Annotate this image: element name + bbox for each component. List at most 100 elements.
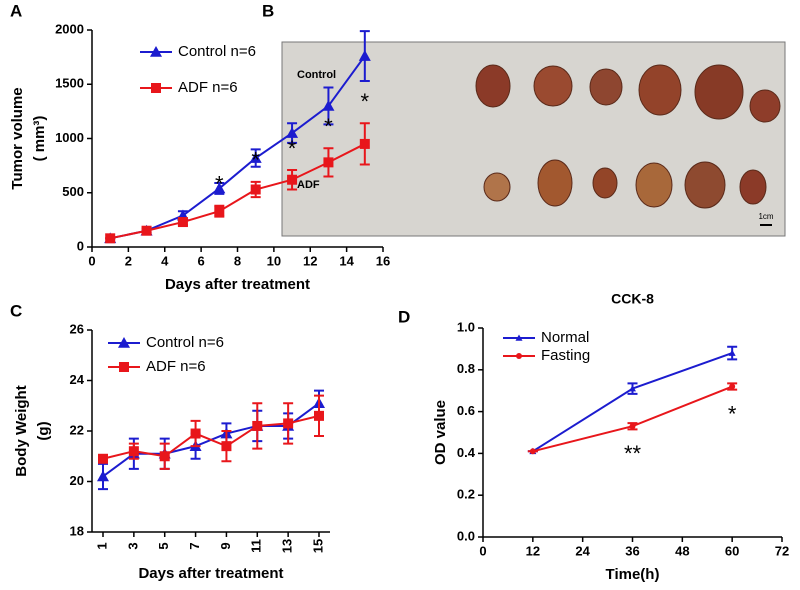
marker <box>529 448 536 455</box>
marker <box>629 423 636 430</box>
legend-label: ADF n=6 <box>178 79 238 96</box>
y-tick-label: 20 <box>70 473 84 488</box>
marker <box>97 470 109 482</box>
y-tick-label: 0.8 <box>457 361 475 376</box>
x-tick-label: 15 <box>310 539 325 553</box>
series-line <box>532 352 733 453</box>
marker <box>515 334 523 341</box>
y-tick-label: 24 <box>70 372 85 387</box>
x-tick-label: 8 <box>234 253 241 268</box>
x-tick-label: 13 <box>280 539 295 553</box>
legend-label: Fasting <box>541 347 590 364</box>
y-tick-label: 1.0 <box>457 319 475 334</box>
significance-label: * <box>361 89 370 114</box>
marker <box>213 182 226 194</box>
y-axis-label: (g) <box>35 421 52 440</box>
x-tick-label: 11 <box>249 539 264 553</box>
panel-letter: A <box>10 1 22 20</box>
marker <box>287 174 298 185</box>
marker <box>629 385 636 392</box>
x-tick-label: 72 <box>775 543 789 558</box>
x-tick-label: 12 <box>526 543 540 558</box>
x-tick-label: 12 <box>303 253 317 268</box>
y-tick-label: 0.4 <box>457 445 476 460</box>
x-tick-label: 1 <box>94 542 109 549</box>
y-tick-label: 0.6 <box>457 403 475 418</box>
y-axis-label: Tumor volume <box>9 87 26 189</box>
y-tick-label: 26 <box>70 321 84 336</box>
marker <box>98 453 108 464</box>
x-tick-label: 4 <box>161 253 169 268</box>
y-tick-label: 22 <box>70 422 84 437</box>
x-tick-label: 24 <box>575 543 590 558</box>
significance-label: ** <box>624 441 642 466</box>
panel-letter: C <box>10 301 22 320</box>
marker <box>214 206 225 217</box>
marker <box>729 383 736 390</box>
y-tick-label: 1500 <box>55 76 84 91</box>
x-tick-label: 14 <box>339 253 354 268</box>
series-line <box>109 55 366 240</box>
y-tick-label: 0.2 <box>457 487 475 502</box>
marker <box>323 157 334 168</box>
panel-letter: B <box>262 1 274 20</box>
x-tick-label: 48 <box>675 543 689 558</box>
x-tick-label: 0 <box>88 253 95 268</box>
marker <box>105 233 116 244</box>
x-tick-label: 16 <box>376 253 390 268</box>
y-tick-label: 500 <box>62 184 84 199</box>
row-label: Control <box>297 69 336 81</box>
panel-letter: D <box>398 307 410 326</box>
legend-label: Normal <box>541 329 589 346</box>
marker <box>119 362 129 372</box>
marker <box>358 50 371 61</box>
legend-label: ADF n=6 <box>146 358 206 375</box>
significance-label: * <box>251 148 260 173</box>
y-tick-label: 0 <box>77 238 84 253</box>
significance-label: * <box>728 401 737 426</box>
significance-label: * <box>215 172 224 197</box>
x-tick-label: 5 <box>156 542 171 549</box>
marker <box>151 83 161 93</box>
marker <box>314 410 324 421</box>
chart-title: CCK-8 <box>611 291 654 307</box>
series-line <box>109 143 366 240</box>
y-axis-label: OD value <box>432 400 449 465</box>
marker <box>150 46 162 57</box>
y-tick-label: 1000 <box>55 130 84 145</box>
x-tick-label: 6 <box>198 253 205 268</box>
row-label: ADF <box>297 179 320 191</box>
x-tick-label: 3 <box>125 542 140 549</box>
x-axis-label: Time(h) <box>606 566 660 583</box>
y-tick-label: 0.0 <box>457 528 475 543</box>
marker <box>249 152 262 163</box>
x-tick-label: 0 <box>479 543 486 558</box>
marker <box>252 420 263 431</box>
marker <box>322 99 335 111</box>
marker <box>283 418 294 429</box>
marker <box>141 225 152 236</box>
significance-label: * <box>288 136 297 161</box>
x-tick-label: 2 <box>125 253 132 268</box>
y-axis-label: Body Weight <box>13 385 30 476</box>
marker <box>728 349 736 356</box>
x-tick-label: 60 <box>725 543 739 558</box>
significance-label: * <box>324 114 333 139</box>
marker <box>250 184 261 195</box>
x-axis-label: Days after treatment <box>165 276 310 293</box>
scale-label: 1cm <box>758 212 773 221</box>
x-tick-label: 10 <box>267 253 281 268</box>
x-tick-label: 7 <box>187 542 202 549</box>
x-tick-label: 9 <box>218 542 233 549</box>
tumor-photos <box>475 64 781 209</box>
marker <box>118 337 130 348</box>
legend-label: Control n=6 <box>178 43 256 60</box>
marker <box>128 446 139 457</box>
marker <box>286 127 299 138</box>
x-axis-label: Days after treatment <box>138 565 283 582</box>
legend-label: Control n=6 <box>146 334 224 351</box>
marker <box>221 441 232 452</box>
marker <box>159 451 170 462</box>
y-tick-label: 2000 <box>55 21 84 36</box>
